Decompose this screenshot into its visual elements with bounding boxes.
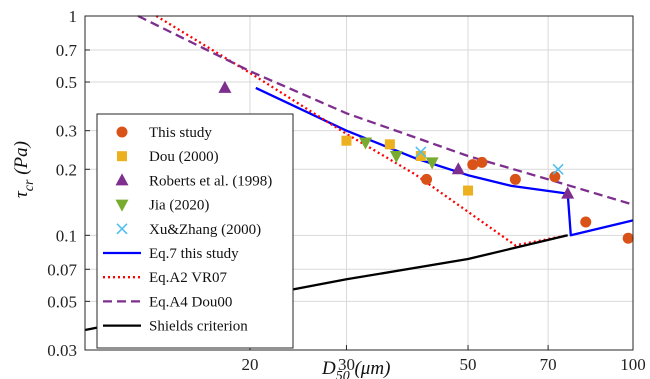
plot-frame xyxy=(84,15,634,351)
data-point-dou-2000 xyxy=(341,135,352,146)
data-point-this-study xyxy=(549,171,561,183)
data-point-this-study xyxy=(509,173,521,185)
legend-item-jia-2020: Jia (2020) xyxy=(115,198,209,214)
x-axis-title-unit: (μm) xyxy=(350,358,391,379)
data-point-dou-2000 xyxy=(463,185,474,196)
y-axis-title-unit: (Pa) xyxy=(11,141,32,180)
legend-label: Jia (2020) xyxy=(149,198,209,214)
legend-label: Eq.A2 VR07 xyxy=(149,270,228,286)
legend-swatch xyxy=(115,173,129,186)
y-tick-label: 0.5 xyxy=(56,73,77,92)
legend-item-dou-2000: Dou (2000) xyxy=(117,149,219,165)
x-tick-label: 50 xyxy=(460,355,477,374)
series-line-eq-a4-dou00 xyxy=(137,14,634,206)
data-point-this-study xyxy=(421,173,433,185)
ticks: 20 30 50 70 100 0.03 0.05 0.07 0.1 0.2 0.3 0.5 0.7 1 xyxy=(47,7,646,374)
series-markers xyxy=(218,80,634,244)
y-tick-label: 1 xyxy=(69,7,78,26)
legend-item-eq-7-this-study: Eq.7 this study xyxy=(103,246,239,262)
y-axis-title-sub: cr xyxy=(22,179,37,191)
legend-label: This study xyxy=(149,125,212,141)
y-axis-title: τcr (Pa) xyxy=(11,141,37,198)
x-tick-label: 30 xyxy=(338,355,355,374)
y-tick-label: 0.3 xyxy=(56,122,77,141)
legend-item-this-study: This study xyxy=(116,125,212,141)
legend-box xyxy=(96,113,294,349)
data-point-this-study xyxy=(476,156,488,168)
x-axis-title: D50 (μm) xyxy=(321,358,390,379)
data-point-this-study xyxy=(622,232,634,244)
legend-item-shields-criterion: Shields criterion xyxy=(103,319,248,335)
legend-swatch xyxy=(117,151,127,162)
legend-label: Eq.A4 Dou00 xyxy=(149,294,232,310)
legend-item-xu-zhang-2000: Xu&Zhang (2000) xyxy=(116,222,261,238)
y-tick-label: 0.03 xyxy=(47,341,77,360)
x-axis-title-main: D xyxy=(321,358,336,379)
data-point-jia-2020 xyxy=(389,150,403,163)
legend-item-roberts-et-al-1998: Roberts et al. (1998) xyxy=(115,173,272,189)
x-tick-label: 100 xyxy=(620,355,646,374)
y-tick-label: 0.05 xyxy=(47,292,77,311)
data-point-xu-zhang-2000 xyxy=(552,163,564,175)
y-tick-label: 0.07 xyxy=(47,260,77,279)
series-line-eq-a2-vr07 xyxy=(155,15,568,247)
y-tick-label: 0.7 xyxy=(56,41,78,60)
y-axis-title-main: τ xyxy=(11,190,32,198)
legend-swatch xyxy=(116,126,128,138)
series-line-eq-7-this-study xyxy=(255,86,634,237)
legend-label: Eq.7 this study xyxy=(149,246,239,262)
legend-label: Dou (2000) xyxy=(149,149,219,165)
legend: This study Dou (2000) Roberts et al. (1998… xyxy=(96,113,294,349)
data-point-dou-2000 xyxy=(384,139,395,150)
legend-label: Xu&Zhang (2000) xyxy=(149,222,261,238)
data-point-jia-2020 xyxy=(425,157,439,170)
data-point-jia-2020 xyxy=(359,137,373,150)
legend-item-eq-a2-vr07: Eq.A2 VR07 xyxy=(103,270,228,286)
data-point-roberts-et-al-1998 xyxy=(561,186,575,199)
x-tick-label: 70 xyxy=(540,355,557,374)
data-point-dou-2000 xyxy=(415,150,426,161)
legend-swatch xyxy=(116,223,128,235)
data-point-xu-zhang-2000 xyxy=(415,146,427,158)
x-tick-label: 20 xyxy=(241,355,258,374)
data-point-roberts-et-al-1998 xyxy=(218,80,232,93)
data-point-this-study xyxy=(467,159,479,171)
legend-label: Roberts et al. (1998) xyxy=(149,173,272,189)
data-point-this-study xyxy=(580,216,592,228)
y-tick-label: 0.1 xyxy=(56,226,77,245)
legend-label: Shields criterion xyxy=(149,319,248,335)
data-point-roberts-et-al-1998 xyxy=(451,162,465,175)
x-axis-title-sub: 50 xyxy=(336,369,350,379)
legend-item-eq-a4-dou00: Eq.A4 Dou00 xyxy=(103,294,232,310)
legend-swatch xyxy=(115,199,129,212)
y-tick-label: 0.2 xyxy=(56,160,77,179)
